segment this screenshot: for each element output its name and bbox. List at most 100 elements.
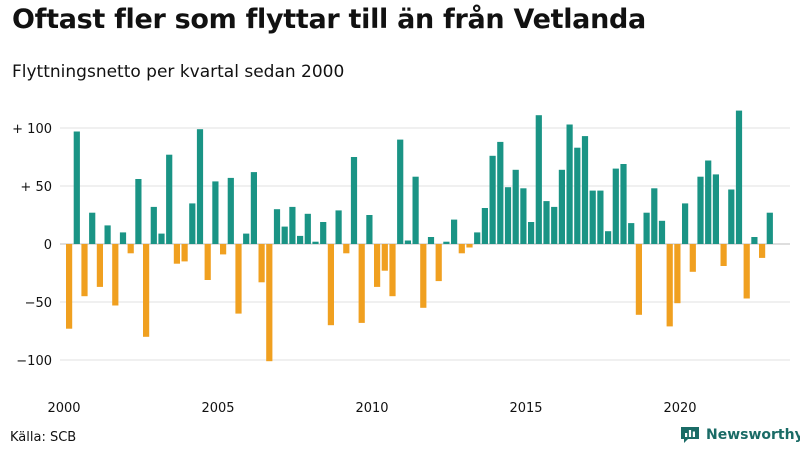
bar-2022q4 — [766, 212, 773, 244]
bar-2002q4 — [150, 206, 157, 244]
bar-2003q1 — [158, 233, 165, 244]
bar-2008q1 — [312, 241, 319, 244]
chart-title: Oftast fler som flyttar till än från Vet… — [12, 4, 646, 35]
bar-2012q1 — [435, 244, 442, 282]
bar-2005q2 — [227, 177, 234, 244]
brand-name: Newsworthy — [706, 427, 800, 443]
bar-2015q2 — [535, 115, 542, 244]
bar-2011q4 — [427, 237, 435, 244]
bar-2015q1 — [528, 222, 535, 244]
bar-2007q3 — [297, 235, 304, 244]
bar-2020q2 — [689, 244, 696, 272]
bar-2010q4 — [397, 139, 404, 244]
bar-2002q1 — [127, 244, 134, 254]
bar-2000q4 — [89, 212, 96, 244]
bar-2005q1 — [220, 244, 227, 255]
bar-2014q3 — [512, 169, 519, 244]
bar-2001q4 — [119, 232, 127, 244]
bar-2010q2 — [381, 244, 388, 271]
bar-2007q4 — [304, 213, 311, 244]
x-tick-label: 2005 — [201, 401, 234, 416]
bar-2014q4 — [520, 188, 527, 244]
bar-2012q2 — [443, 241, 450, 244]
bar-2012q4 — [458, 244, 465, 254]
bar-2005q3 — [235, 244, 242, 314]
x-tick-label: 2010 — [355, 401, 388, 416]
bar-2021q4 — [735, 110, 743, 244]
chart-subtitle: Flyttningsnetto per kvartal sedan 2000 — [12, 62, 345, 82]
y-tick-label: + 50 — [20, 180, 52, 195]
bar-2011q2 — [412, 176, 419, 244]
bar-2019q4 — [674, 244, 681, 304]
bar-2011q1 — [404, 240, 411, 244]
y-axis-ticks: + 100 + 50 0 −50 −100 — [12, 122, 52, 369]
bar-2017q1 — [589, 190, 596, 244]
bar-2002q3 — [143, 244, 150, 337]
bar-2015q4 — [551, 206, 558, 244]
bar-2017q4 — [612, 168, 619, 244]
bar-2013q3 — [481, 208, 488, 244]
bar-2009q3 — [358, 244, 365, 323]
bar-2006q2 — [258, 244, 265, 283]
bar-2009q2 — [350, 157, 358, 244]
bar-2000q2 — [73, 131, 80, 244]
bar-2016q1 — [558, 169, 565, 244]
bars — [66, 110, 773, 362]
bar-2020q1 — [682, 203, 689, 244]
bar-2014q2 — [504, 187, 512, 244]
bar-2003q4 — [181, 244, 188, 262]
bar-2018q3 — [635, 244, 642, 315]
bar-2018q2 — [628, 223, 635, 244]
bar-2016q2 — [566, 124, 573, 244]
bar-2005q4 — [243, 233, 250, 244]
bar-2000q1 — [66, 244, 73, 329]
bar-2004q2 — [196, 129, 204, 244]
bar-2009q1 — [343, 244, 350, 254]
bar-2020q4 — [705, 160, 712, 244]
y-tick-label: −50 — [25, 296, 52, 311]
bar-2008q2 — [320, 222, 327, 244]
bar-2011q3 — [420, 244, 427, 308]
bar-2000q3 — [81, 244, 88, 297]
bar-2019q1 — [651, 188, 658, 244]
bar-2007q2 — [289, 206, 296, 244]
brand-logo: Newsworthy — [680, 426, 800, 444]
bar-2019q2 — [658, 220, 666, 244]
x-tick-label: 2015 — [509, 401, 542, 416]
bar-2022q3 — [759, 244, 766, 258]
x-axis-ticks: 2000 2005 2010 2015 2020 — [47, 401, 696, 416]
bar-2003q3 — [173, 244, 180, 264]
bar-2001q3 — [112, 244, 119, 306]
bar-2008q3 — [327, 244, 334, 326]
bar-2007q1 — [281, 226, 288, 244]
bar-2001q1 — [96, 244, 103, 287]
y-tick-label: + 100 — [12, 122, 52, 137]
bar-2021q1 — [712, 174, 719, 244]
bar-2004q1 — [189, 203, 196, 244]
bar-2006q4 — [273, 209, 281, 244]
bar-chart: + 100 + 50 0 −50 −100 2000 2005 2010 2015 2020 — [12, 110, 790, 416]
newsworthy-logo-icon — [681, 427, 699, 443]
bar-2008q4 — [335, 210, 342, 244]
y-tick-label: 0 — [44, 238, 52, 253]
bar-2015q3 — [543, 201, 550, 244]
bar-2021q2 — [720, 244, 727, 266]
bar-2010q1 — [374, 244, 381, 287]
bar-2009q4 — [366, 215, 373, 244]
bar-2017q3 — [605, 231, 612, 244]
source-note: Källa: SCB — [10, 430, 77, 445]
bar-2010q3 — [389, 244, 396, 297]
bar-2021q3 — [728, 189, 735, 244]
bar-2016q3 — [574, 147, 581, 244]
bar-2012q3 — [451, 219, 458, 244]
bar-2014q1 — [497, 141, 504, 244]
x-tick-label: 2000 — [47, 401, 80, 416]
bar-2004q3 — [204, 244, 211, 280]
bar-2013q1 — [466, 244, 473, 248]
bar-2018q1 — [620, 164, 627, 244]
bar-2001q2 — [104, 225, 111, 244]
x-tick-label: 2020 — [663, 401, 696, 416]
bar-2022q2 — [751, 237, 758, 244]
bar-2013q4 — [489, 155, 496, 244]
bar-2004q4 — [212, 181, 219, 244]
